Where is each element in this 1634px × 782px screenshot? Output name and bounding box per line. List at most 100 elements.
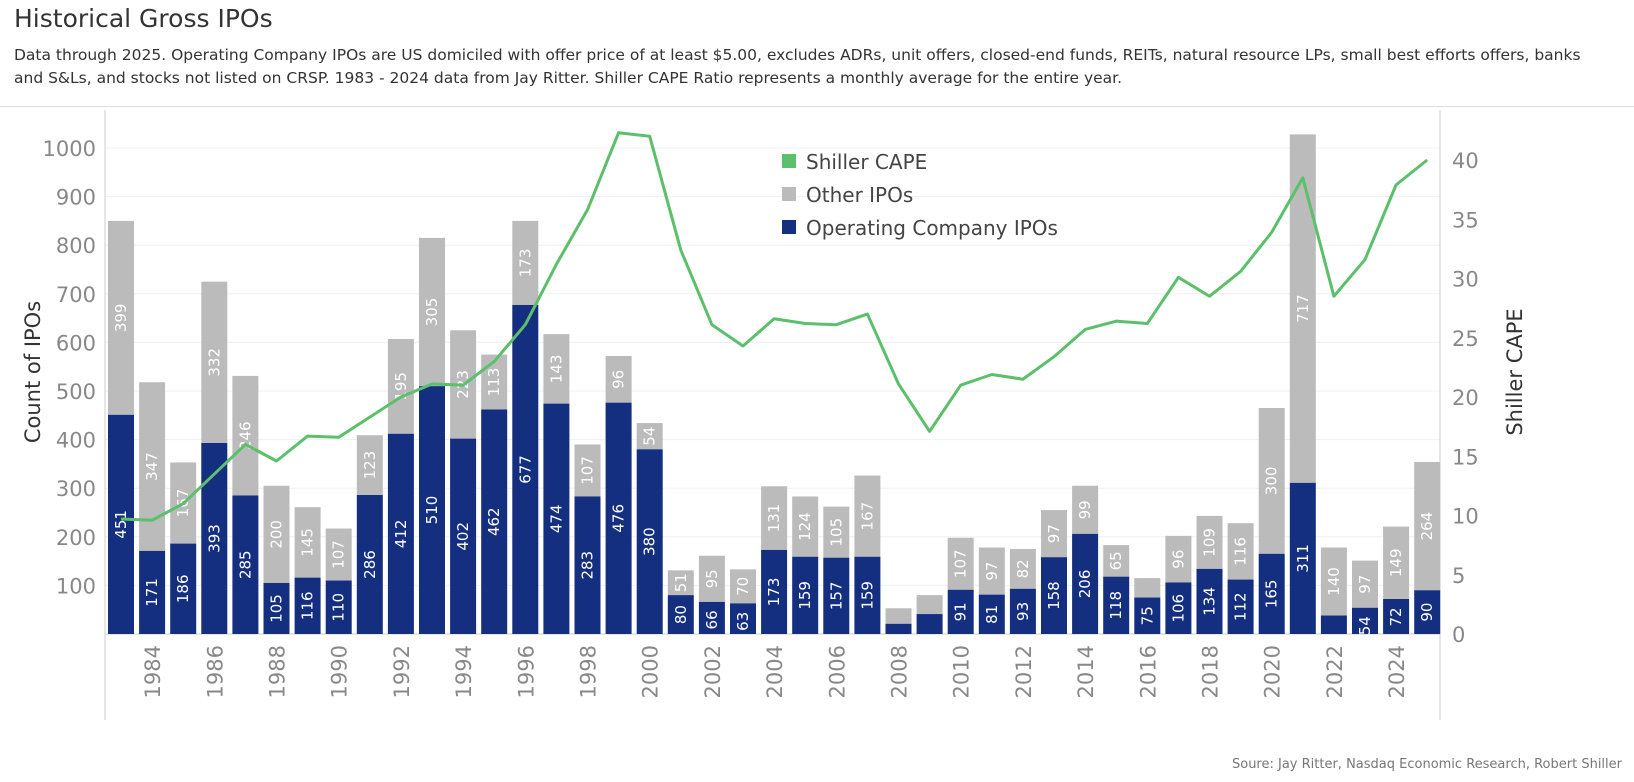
data-label-other: 99	[1076, 500, 1094, 519]
y-axis-title: Count of IPOs	[21, 301, 45, 443]
bar-other-ipos	[356, 435, 383, 496]
data-label-other: 97	[1045, 524, 1063, 543]
data-label-operating: 66	[703, 610, 721, 629]
bar-operating-ipos	[512, 304, 539, 634]
data-label-operating: 311	[1294, 544, 1312, 573]
data-label-other: 116	[1232, 537, 1250, 566]
x-tick-label: 2008	[888, 645, 912, 698]
data-label-operating: 116	[299, 591, 317, 620]
chart-subtitle: Data through 2025. Operating Company IPO…	[14, 46, 1581, 87]
data-label-other: 51	[672, 573, 690, 592]
bar-other-ipos	[1196, 515, 1223, 569]
data-label-other: 145	[299, 528, 317, 557]
data-label-other: 143	[547, 355, 565, 384]
y2-tick-label: 10	[1452, 505, 1479, 529]
bar-other-ipos	[387, 338, 414, 434]
data-label-operating: 81	[983, 605, 1001, 624]
data-label-operating: 206	[1076, 570, 1094, 599]
bar-other-ipos	[1320, 547, 1347, 616]
data-label-other: 124	[796, 512, 814, 541]
x-tick-label: 2000	[639, 645, 663, 698]
bar-operating-ipos	[139, 550, 166, 634]
bar-operating-ipos	[605, 402, 632, 634]
bar-other-ipos	[1134, 578, 1161, 598]
x-tick-label: 1992	[390, 645, 414, 698]
legend-label: Other IPOs	[806, 183, 913, 207]
data-label-other: 140	[1325, 567, 1343, 596]
data-label-operating: 677	[516, 455, 534, 484]
data-label-operating: 112	[1232, 592, 1250, 621]
x-tick-label: 1994	[452, 645, 476, 698]
x-tick-label: 2014	[1074, 645, 1098, 698]
bar-operating-ipos	[419, 386, 445, 634]
data-label-other: 70	[734, 577, 752, 596]
y-tick-label: 800	[56, 234, 96, 258]
bar-other-ipos	[294, 507, 321, 578]
bar-other-ipos	[698, 555, 725, 602]
data-label-other: 717	[1294, 294, 1312, 323]
data-label-operating: 451	[112, 510, 130, 539]
data-label-other: 347	[143, 452, 161, 481]
data-label-operating: 380	[641, 527, 659, 556]
bar-operating-ipos	[1414, 590, 1441, 634]
y2-tick-label: 30	[1452, 268, 1479, 292]
bar-operating-ipos	[1072, 533, 1099, 634]
legend-label: Operating Company IPOs	[806, 216, 1058, 240]
data-label-operating: 90	[1418, 603, 1436, 622]
bar-operating-ipos	[1196, 568, 1223, 634]
data-label-other: 54	[641, 427, 659, 446]
bar-operating-ipos	[263, 582, 290, 634]
data-label-operating: 412	[392, 520, 410, 549]
data-label-operating: 402	[454, 522, 472, 551]
bar-other-ipos	[1383, 526, 1410, 600]
data-label-other: 95	[703, 569, 721, 588]
x-tick-label: 1998	[577, 645, 601, 698]
bar-operating-ipos	[450, 438, 477, 634]
data-label-other: 149	[1387, 548, 1405, 577]
data-label-operating: 63	[734, 612, 752, 631]
bar-operating-ipos	[761, 549, 788, 634]
x-tick-label: 2012	[1012, 645, 1036, 698]
data-label-operating: 283	[579, 551, 597, 580]
bar-other-ipos	[1165, 535, 1192, 583]
data-label-operating: 105	[268, 594, 286, 623]
y2-tick-label: 25	[1452, 327, 1479, 351]
data-label-operating: 157	[827, 582, 845, 611]
divider	[0, 106, 1634, 107]
bar-other-ipos	[1072, 485, 1099, 534]
x-tick-label: 2002	[701, 645, 725, 698]
x-tick-label: 2010	[950, 645, 974, 698]
data-label-other: 399	[112, 304, 130, 333]
bar-other-ipos	[1352, 560, 1378, 608]
data-label-other: 305	[423, 298, 441, 327]
bar-operating-ipos	[574, 496, 601, 634]
y-tick-label: 1000	[43, 137, 96, 161]
x-tick-label: 2004	[763, 645, 787, 698]
bar-operating-ipos	[387, 433, 414, 634]
bar-operating-ipos	[885, 623, 912, 634]
legend-swatch	[782, 154, 796, 168]
y2-tick-label: 20	[1452, 386, 1479, 410]
bar-operating-ipos	[356, 495, 383, 634]
bar-other-ipos	[232, 375, 259, 496]
bar-operating-ipos	[1103, 576, 1130, 634]
bar-other-ipos	[605, 356, 632, 403]
x-tick-label: 1986	[203, 645, 227, 698]
bar-other-ipos	[761, 486, 788, 550]
bar-operating-ipos	[1041, 557, 1067, 634]
data-label-operating: 110	[330, 593, 348, 622]
bar-other-ipos	[1041, 510, 1067, 558]
bar-other-ipos	[730, 569, 756, 604]
data-label-operating: 159	[796, 581, 814, 610]
data-label-other: 107	[579, 456, 597, 485]
data-label-operating: 54	[1356, 616, 1374, 635]
data-label-other: 173	[516, 249, 534, 278]
bar-operating-ipos	[730, 603, 756, 634]
y-tick-label: 900	[56, 186, 96, 210]
data-label-other: 82	[1014, 559, 1032, 578]
bar-operating-ipos	[1009, 588, 1036, 634]
bar-operating-ipos	[823, 557, 850, 634]
x-tick-label: 1990	[328, 645, 352, 698]
